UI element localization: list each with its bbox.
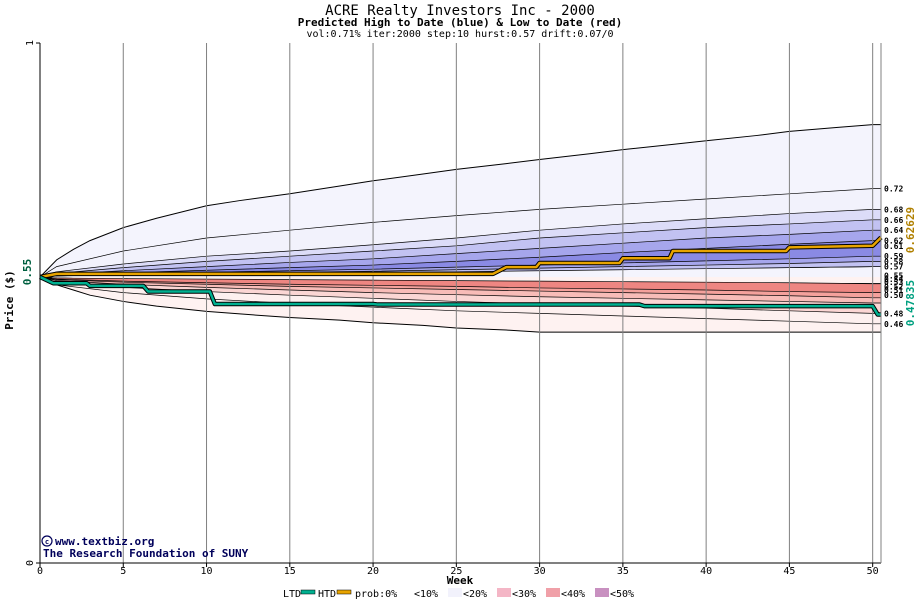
low-final-label-8: 0.46 [884,320,903,329]
x-tick-label-10: 10 [201,566,213,577]
low-final-label-7: 0.48 [884,309,903,318]
legend-50-label: <50% [610,589,634,600]
legend-prob0-label: prob:0% [355,589,397,600]
x-axis-label: Week [447,574,474,587]
low-final-label-5: 0.51 [884,286,903,295]
start-price-label: 0.55 [21,259,34,286]
x-tick-label-15: 15 [284,566,296,577]
high-final-label-5: 0.62 [884,237,903,246]
y-tick-label-1: 1 [25,40,36,46]
low-final-label-1: 0.55 [884,271,903,280]
axes: 0 5 10 15 20 25 30 35 40 45 50 0 1 [25,40,882,577]
legend-40-swatch [595,588,609,597]
final-value-labels: 0.72 0.68 0.660.64 0.620.610.590.580.570.55… [884,185,903,329]
legend-10-swatch [448,588,462,597]
high-final-label-7: 0.59 [884,252,903,261]
high-final-label-9: 0.57 [884,263,903,272]
x-tick-label-50: 50 [867,566,879,577]
legend-htd-label: HTD [318,589,336,600]
legend-ltd-swatch [300,589,316,595]
x-tick-label-20: 20 [367,566,379,577]
low-final-label-4: 0.52 [884,282,903,291]
x-tick-label-40: 40 [700,566,712,577]
legend-ltd-label: LTD [283,589,301,600]
copyright-icon [41,535,53,547]
high-final-label-2: 0.68 [884,205,903,214]
x-tick-label-25: 25 [450,566,462,577]
legend-40-label: <40% [561,589,585,600]
high-final-label-1: 0.72 [884,185,903,194]
high-final-label-8: 0.58 [884,257,903,266]
ltd-line [39,275,881,316]
y-axis-label: Price ($) [3,270,16,330]
legend-20-label: <20% [463,589,487,600]
legend-30-swatch [546,588,560,597]
high-final-label-4: 0.64 [884,226,903,235]
outer-max-line [39,124,881,278]
high-final-label-3: 0.66 [884,216,903,225]
copyright-glyph: c [45,538,49,546]
x-tick-label-35: 35 [617,566,629,577]
chart-subtitle: Predicted High to Date (blue) & Low to D… [298,16,623,29]
legend-30-label: <30% [512,589,536,600]
x-tick-label-0: 0 [37,566,43,577]
current-high-label: 0.62629 [904,207,917,253]
legend-prob0-swatch [399,588,413,597]
watermark: c www.textbiz.org The Research Foundatio… [41,535,249,560]
legend: LTD HTD prob:0% <10% <20% <30% <40% <50% [283,588,634,600]
x-tick-label-45: 45 [783,566,795,577]
low-final-label-6: 0.50 [884,291,903,300]
watermark-org: The Research Foundation of SUNY [43,547,249,560]
outer-min-line [39,276,881,333]
low-final-label-2: 0.54 [884,275,903,284]
watermark-url: www.textbiz.org [55,535,154,548]
legend-htd-swatch [336,589,352,595]
chart-title: ACRE Realty Investors Inc - 2000 [325,3,595,19]
legend-10-label: <10% [414,589,438,600]
current-low-label: 0.47835 [904,280,917,326]
legend-20-swatch [497,588,511,597]
htd-line [39,236,882,279]
low-final-label-3: 0.53 [884,278,903,287]
data-series [39,235,883,317]
x-tick-label-5: 5 [120,566,126,577]
y-tick-label-0: 0 [25,560,36,566]
high-final-label-6: 0.61 [884,242,903,251]
chart-params: vol:0.71% iter:2000 step:10 hurst:0.57 d… [306,29,613,40]
x-tick-label-30: 30 [534,566,546,577]
